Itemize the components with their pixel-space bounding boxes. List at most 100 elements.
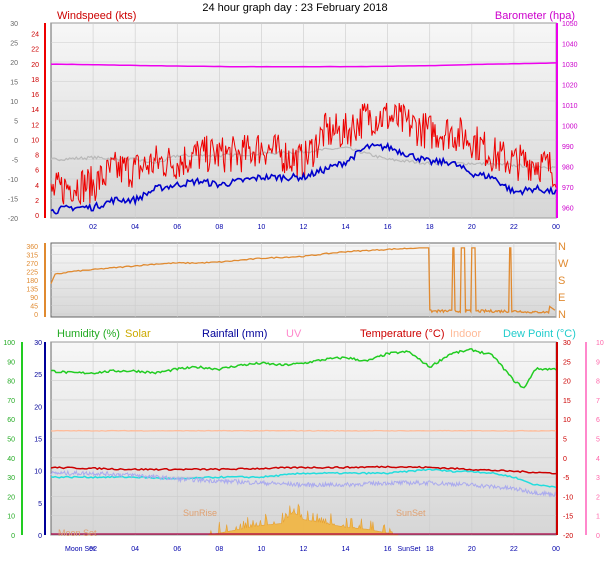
humidity-line [50, 348, 557, 389]
humidity-tick-label: 60 [7, 417, 15, 424]
humidity-tick-label: 80 [7, 379, 15, 386]
indoor-label: Indoor [450, 328, 482, 340]
humidity-tick-label: 50 [7, 437, 15, 444]
climate-x-tick-label: 12 [300, 546, 308, 553]
humidity-tick-label: 30 [7, 475, 15, 482]
baro-tick-label: 960 [562, 206, 574, 213]
rain-tick-label: 10 [34, 469, 42, 476]
wind-inner-tick-label: 10 [31, 137, 39, 144]
barometer-label: Barometer (hpa) [495, 10, 575, 22]
wind-outer-tick-label: -20 [8, 216, 18, 223]
wind-inner-tick-label: 0 [35, 213, 39, 220]
humidity-tick-label: 20 [7, 494, 15, 501]
windspeed-label: Windspeed (kts) [57, 10, 136, 22]
wind-outer-tick-label: 5 [14, 119, 18, 126]
climate-x-tick-label: 04 [131, 546, 139, 553]
wind-inner-tick-label: 12 [31, 122, 39, 129]
wind-axes: 302520151050-5-10-15-2024222018161412108… [8, 21, 578, 231]
rain-tick-label: 30 [34, 340, 42, 347]
wind-outer-tick-label: 20 [10, 60, 18, 67]
uv-label: UV [286, 328, 302, 340]
compass-tick-label: N [558, 241, 566, 253]
wind-outer-tick-label: -15 [8, 197, 18, 204]
uv-tick-label: 9 [596, 359, 600, 366]
baro-tick-label: 1040 [562, 42, 578, 49]
baro-line [50, 62, 557, 68]
rain-tick-label: 0 [38, 533, 42, 540]
wind-outer-tick-label: 10 [10, 99, 18, 106]
wind-inner-tick-label: 16 [31, 92, 39, 99]
temperature-tick-label: 30 [563, 340, 571, 347]
direction-tick-label: 180 [26, 278, 38, 285]
wind-outer-tick-label: 0 [14, 138, 18, 145]
climate-x-tick-label: 02 [89, 546, 97, 553]
wind-x-tick-label: 08 [215, 224, 223, 231]
grey-trace-line [50, 146, 557, 170]
direction-tick-label: 270 [26, 261, 38, 268]
wind-x-tick-label: 20 [468, 224, 476, 231]
baro-tick-label: 980 [562, 165, 574, 172]
rainfall-label: Rainfall (mm) [202, 328, 267, 340]
wind-x-tick-label: 12 [300, 224, 308, 231]
direction-tick-label: 0 [34, 312, 38, 319]
wind-inner-tick-label: 8 [35, 153, 39, 160]
rain-tick-label: 5 [38, 501, 42, 508]
humidity-tick-label: 70 [7, 398, 15, 405]
wind-x-tick-label: 02 [89, 224, 97, 231]
wind-x-tick-label: 18 [426, 224, 434, 231]
uv-tick-label: 0 [596, 533, 600, 540]
wind-x-tick-label: 06 [173, 224, 181, 231]
rain-tick-label: 20 [34, 404, 42, 411]
climate-series [50, 348, 557, 536]
uv-tick-label: 5 [596, 437, 600, 444]
wind-outer-tick-label: -10 [8, 177, 18, 184]
wind-outer-tick-label: 15 [10, 80, 18, 87]
direction-tick-label: 315 [26, 253, 38, 260]
humidity-label: Humidity (%) [57, 328, 120, 340]
rain-tick-label: 25 [34, 372, 42, 379]
wind-x-tick-label: 00 [552, 224, 560, 231]
moonset-x-label: Moon Set [65, 546, 95, 553]
temperature-tick-label: -10 [563, 494, 573, 501]
temperature-tick-label: 5 [563, 437, 567, 444]
baro-tick-label: 1030 [562, 62, 578, 69]
humidity-tick-label: 10 [7, 514, 15, 521]
humidity-tick-label: 90 [7, 359, 15, 366]
solar-label: Solar [125, 328, 151, 340]
uv-tick-label: 3 [596, 475, 600, 482]
direction-grid [51, 243, 557, 317]
baro-tick-label: 970 [562, 185, 574, 192]
wind-direction-line [50, 247, 556, 315]
baro-tick-label: 1050 [562, 21, 578, 28]
climate-x-tick-label: 00 [552, 546, 560, 553]
wind-outer-tick-label: -5 [12, 158, 18, 165]
climate-x-tick-label: 08 [215, 546, 223, 553]
wind-inner-tick-label: 4 [35, 183, 39, 190]
wind-x-tick-label: 16 [384, 224, 392, 231]
compass-tick-label: S [558, 275, 565, 287]
humidity-tick-label: 0 [11, 533, 15, 540]
wind-inner-tick-label: 2 [35, 198, 39, 205]
wind-outer-tick-label: 30 [10, 21, 18, 28]
sunset-x-label: SunSet [398, 546, 421, 553]
indoor-line [50, 429, 557, 432]
temperature-tick-label: 0 [563, 456, 567, 463]
climate-x-tick-label: 16 [384, 546, 392, 553]
sunset-annotation: SunSet [396, 508, 426, 518]
uv-tick-label: 8 [596, 379, 600, 386]
chart-title: 24 hour graph day : 23 February 2018 [202, 2, 387, 14]
wind-x-tick-label: 10 [258, 224, 266, 231]
uv-tick-label: 7 [596, 398, 600, 405]
temperature-tick-label: 20 [563, 379, 571, 386]
climate-axes: 302520151050-5-10-15-2010090807060504030… [3, 340, 604, 553]
dewpoint-label: Dew Point (°C) [503, 328, 576, 340]
direction-tick-label: 45 [30, 304, 38, 311]
rain-tick-label: 15 [34, 437, 42, 444]
direction-tick-label: 135 [26, 287, 38, 294]
wind-series [50, 62, 557, 215]
rain-rate-line [50, 469, 557, 498]
wind-inner-tick-label: 14 [31, 107, 39, 114]
climate-x-tick-label: 14 [342, 546, 350, 553]
wind-inner-tick-label: 6 [35, 168, 39, 175]
